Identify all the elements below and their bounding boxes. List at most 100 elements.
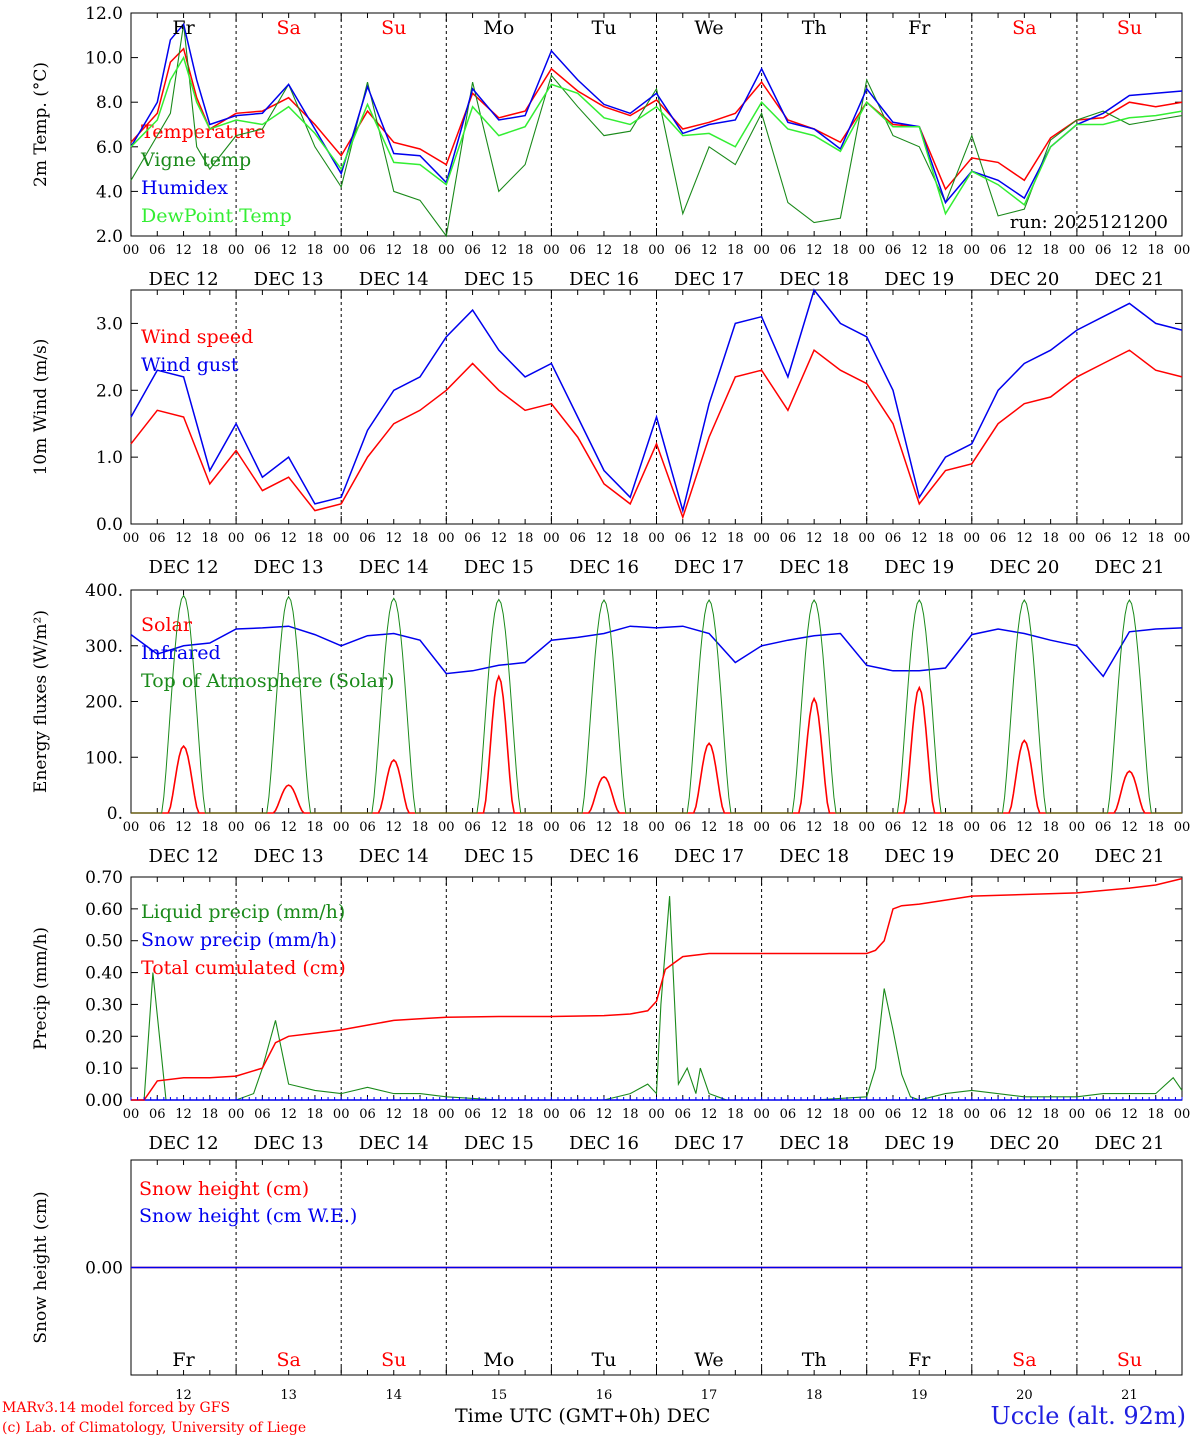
day-number: 21 [1121,1388,1138,1403]
hour-tick-label: 12 [385,243,402,258]
hour-tick-label: 00 [858,820,875,835]
day-number: 12 [175,1388,192,1403]
date-label: DEC 19 [884,846,954,867]
day-name-top: Su [381,17,406,39]
hour-tick-label: 18 [412,243,429,258]
hour-tick-label: 18 [937,243,954,258]
hour-tick-label: 06 [464,1107,481,1122]
hour-tick-label: 00 [543,243,560,258]
date-label: DEC 17 [674,846,744,867]
hour-tick-label: 12 [701,1107,718,1122]
hour-tick-label: 12 [806,1107,823,1122]
hour-tick-label: 12 [806,243,823,258]
hour-tick-label: 12 [1016,1107,1033,1122]
hour-tick-label: 06 [569,531,586,546]
y-tick-label: 0.30 [85,995,123,1015]
series-line-wind-speed [130,349,1183,520]
hour-tick-label: 12 [911,243,928,258]
date-label: DEC 20 [989,1133,1059,1154]
date-label: DEC 17 [674,1133,744,1154]
hour-tick-label: 12 [701,243,718,258]
hour-tick-label: 18 [307,1107,324,1122]
hour-tick-label: 06 [1095,531,1112,546]
hour-tick-label: 06 [149,243,166,258]
y-tick-label: 0.40 [85,964,123,984]
legend-entry: Vigne temp [140,149,251,171]
hour-tick-label: 06 [254,820,271,835]
hour-tick-label: 00 [964,243,981,258]
hour-tick-label: 12 [701,531,718,546]
hour-tick-label: 18 [1042,1107,1059,1122]
hour-tick-label: 00 [1069,531,1086,546]
date-label: DEC 20 [989,557,1059,578]
day-number: 18 [806,1388,823,1403]
hour-tick-label: 18 [307,531,324,546]
panel-frame-3 [130,589,1183,814]
hour-tick-label: 12 [280,1107,297,1122]
hour-tick-label: 00 [648,531,665,546]
day-name-top: Mo [483,17,514,39]
y-tick-label: 100. [85,748,123,768]
hour-tick-label: 06 [149,820,166,835]
hour-tick-label: 12 [175,1107,192,1122]
date-label: DEC 17 [674,269,744,290]
series-line-liquid-precip-mm-h- [131,896,1183,1101]
day-name-bottom: Sa [276,1349,300,1371]
series-line-solar [131,674,1182,814]
hour-tick-label: 12 [911,820,928,835]
hour-tick-label: 00 [123,1107,140,1122]
hour-tick-label: 18 [727,1107,744,1122]
hour-tick-label: 18 [832,243,849,258]
date-label: DEC 19 [884,557,954,578]
legend-entry: Liquid precip (mm/h) [141,901,345,923]
hour-tick-label: 00 [858,1107,875,1122]
y-tick-label: 4.0 [96,182,123,202]
hour-tick-label: 12 [385,531,402,546]
date-label: DEC 15 [464,846,534,867]
day-number: 19 [911,1388,928,1403]
day-name-top: Fr [908,17,931,39]
day-name-top: Sa [1012,17,1036,39]
hour-tick-label: 12 [1121,820,1138,835]
legend-entry: Solar [141,614,193,636]
hour-tick-label: 06 [254,1107,271,1122]
hour-tick-label: 00 [1069,1107,1086,1122]
date-label: DEC 12 [149,269,219,290]
hour-tick-label: 00 [753,243,770,258]
hour-tick-label: 06 [1095,820,1112,835]
day-name-top: Th [802,17,827,39]
hour-tick-label: 06 [780,1107,797,1122]
hour-tick-label: 18 [937,1107,954,1122]
hour-tick-label: 00 [228,531,245,546]
legend-entry: Snow height (cm) [139,1178,309,1200]
hour-tick-label: 06 [990,243,1007,258]
date-label: DEC 20 [989,269,1059,290]
hour-tick-label: 00 [964,1107,981,1122]
hour-tick-label: 06 [675,1107,692,1122]
date-label: DEC 21 [1094,1133,1164,1154]
day-name-bottom: Tu [591,1349,616,1371]
hour-tick-label: 06 [675,820,692,835]
hour-tick-label: 12 [385,820,402,835]
day-name-bottom: Fr [172,1349,195,1371]
hour-tick-label: 18 [622,820,639,835]
hour-tick-label: 12 [491,243,508,258]
legend-entry: Infrared [141,642,221,664]
hour-tick-label: 18 [202,1107,219,1122]
hour-tick-label: 06 [990,1107,1007,1122]
hour-tick-label: 06 [780,531,797,546]
date-label: DEC 14 [359,269,429,290]
series-line-total-cumulated-cm- [131,877,1183,1101]
hour-tick-label: 00 [1069,820,1086,835]
hour-tick-label: 12 [596,531,613,546]
day-name-bottom: Th [802,1349,827,1371]
legend-entry: Wind gust [141,354,239,376]
x-axis-title-suffix: DEC [666,1405,711,1427]
hour-tick-label: 06 [780,820,797,835]
x-axis-title-main: Time UTC (GMT+0h) [455,1405,661,1427]
hour-tick-label: 18 [517,1107,534,1122]
hour-tick-label: 00 [753,820,770,835]
lab-credit: (c) Lab. of Climatology, University of L… [2,1420,307,1436]
date-label: DEC 21 [1094,846,1164,867]
hour-tick-label: 00 [123,531,140,546]
